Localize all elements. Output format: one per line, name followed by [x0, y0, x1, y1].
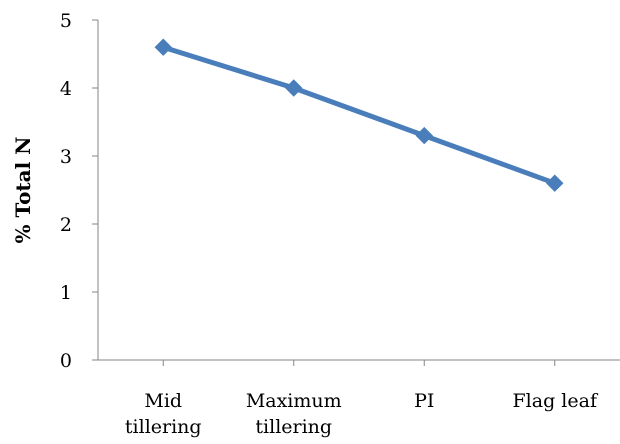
y-axis-title: % Total N	[11, 137, 35, 244]
y-tick-label: 5	[60, 10, 72, 32]
y-tick-label: 2	[60, 214, 72, 236]
data-point-marker	[285, 79, 303, 97]
series-group	[154, 38, 564, 192]
x-axis: Mid tillering Maximum tillering PI Flag leaf	[98, 359, 620, 438]
data-point-marker	[546, 174, 564, 192]
y-tick-label: 1	[60, 282, 72, 304]
series-line	[160, 44, 558, 186]
x-tick-label: Maximum tillering	[246, 390, 342, 438]
x-tick-label: Mid tillering	[125, 390, 202, 438]
y-tick-label: 0	[60, 350, 72, 372]
data-point-marker	[154, 38, 172, 56]
y-axis: 0 1 2 3 4 5	[60, 10, 99, 372]
x-tick-label: PI	[414, 390, 434, 412]
x-tick-label: Flag leaf	[513, 390, 599, 412]
data-point-marker	[415, 126, 433, 145]
y-tick-label: 3	[60, 146, 72, 168]
y-tick-label: 4	[60, 78, 72, 100]
